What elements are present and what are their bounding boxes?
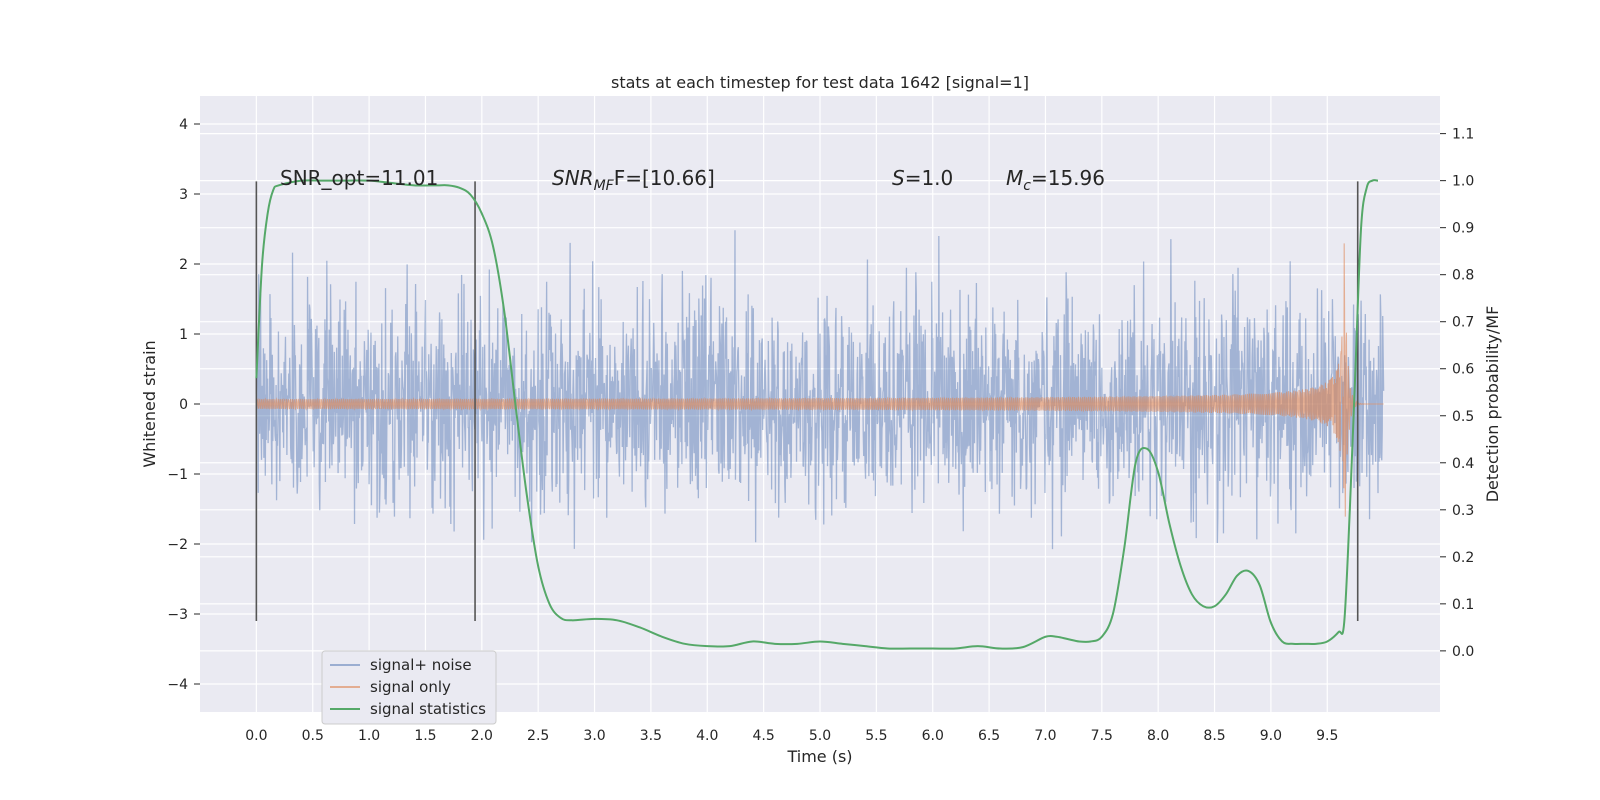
x-tick-label: 4.5: [753, 728, 775, 744]
y-left-tick-label: 1: [179, 327, 188, 343]
annotation-mc-base: M: [1006, 166, 1023, 190]
left-y-axis-label: Whitened strain: [140, 340, 159, 467]
x-tick-label: 7.5: [1091, 728, 1113, 744]
x-tick-label: 9.0: [1260, 728, 1282, 744]
chart-title: stats at each timestep for test data 164…: [611, 73, 1029, 92]
annotation-s: S=1.0: [892, 166, 953, 190]
annotation-snr-mf-tail: F=[10.66]: [614, 166, 715, 190]
signal-noise-series: [255, 230, 1385, 550]
x-axis-label: Time (s): [786, 747, 852, 766]
annotation-snr-mf-sub: MF: [594, 178, 615, 194]
x-tick-label: 6.5: [978, 728, 1000, 744]
right-y-axis-label: Detection probability/MF: [1483, 306, 1502, 503]
legend-label-noise: signal+ noise: [370, 656, 472, 674]
annotation-s-tail: =1.0: [905, 166, 954, 190]
x-tick-label: 7.0: [1034, 728, 1056, 744]
y-left-tick-label: 3: [179, 187, 188, 203]
x-tick-label: 0.0: [245, 728, 267, 744]
x-tick-label: 9.5: [1316, 728, 1338, 744]
x-tick-label: 3.0: [583, 728, 605, 744]
x-tick-label: 1.5: [414, 728, 436, 744]
y-right-tick-label: 1.1: [1452, 127, 1474, 143]
x-tick-label: 5.5: [865, 728, 887, 744]
annotation-snr-mf-base: SNR: [552, 166, 594, 190]
vertical-markers: [255, 181, 1359, 621]
x-tick-label: 5.0: [809, 728, 831, 744]
x-tick-label: 2.0: [471, 728, 493, 744]
y-right-tick-label: 0.0: [1452, 644, 1474, 660]
y-left-tick-label: −4: [167, 677, 188, 693]
legend-label-signal: signal only: [370, 678, 451, 696]
y-right-tick-label: 0.4: [1452, 456, 1474, 472]
y-right-tick-label: 0.7: [1452, 315, 1474, 331]
annotation-mc-sub: c: [1023, 178, 1031, 194]
x-tick-label: 3.5: [640, 728, 662, 744]
y-right-tick-label: 0.6: [1452, 362, 1474, 378]
y-left-tick-label: −1: [167, 467, 188, 483]
x-tick-label: 8.0: [1147, 728, 1169, 744]
x-axis-ticks: 0.0 0.5 1.0 1.5 2.0 2.5 3.0 3.5 4.0 4.5 5.0 5.5 6.0 6…: [245, 728, 1338, 744]
x-tick-label: 8.5: [1203, 728, 1225, 744]
annotation-snr-mf: SNRMFF=[10.66]: [552, 166, 715, 194]
right-y-axis-ticks: 1.1 1.0 0.9 0.8 0.7 0.6 0.5 0.4 0.3 0.2 0.1 0.0: [1440, 127, 1474, 660]
signal-statistics-line: [255, 179, 1379, 650]
y-right-tick-label: 1.0: [1452, 174, 1474, 190]
y-left-tick-label: 4: [179, 117, 188, 133]
legend-label-stats: signal statistics: [370, 700, 486, 718]
annotation-s-base: S: [892, 166, 905, 190]
annotation-mc: Mc=15.96: [1006, 166, 1105, 194]
y-left-tick-label: 2: [179, 257, 188, 273]
signal-statistics-series: [255, 179, 1379, 650]
annotation-snr-opt: SNR_opt=11.01: [280, 166, 438, 190]
x-tick-label: 6.0: [922, 728, 944, 744]
y-right-tick-label: 0.2: [1452, 550, 1474, 566]
y-left-tick-label: 0: [179, 397, 188, 413]
x-tick-label: 2.5: [527, 728, 549, 744]
y-right-tick-label: 0.5: [1452, 409, 1474, 425]
left-y-axis-ticks: 4 3 2 1 0 −1 −2 −3 −4: [167, 117, 200, 693]
x-tick-label: 0.5: [302, 728, 324, 744]
legend: signal+ noise signal only signal statist…: [321, 650, 497, 725]
signal-only-series: [255, 243, 1384, 517]
y-right-tick-label: 0.1: [1452, 597, 1474, 613]
legend-box: [321, 650, 497, 725]
y-right-tick-label: 0.8: [1452, 268, 1474, 284]
annotation-mc-tail: =15.96: [1031, 166, 1105, 190]
y-left-tick-label: −3: [167, 607, 188, 623]
signal-noise-line: [255, 230, 1385, 550]
x-tick-label: 1.0: [358, 728, 380, 744]
x-tick-label: 4.0: [696, 728, 718, 744]
y-left-tick-label: −2: [167, 537, 188, 553]
signal-only-line: [255, 243, 1384, 517]
y-right-tick-label: 0.9: [1452, 221, 1474, 237]
y-right-tick-label: 0.3: [1452, 503, 1474, 519]
